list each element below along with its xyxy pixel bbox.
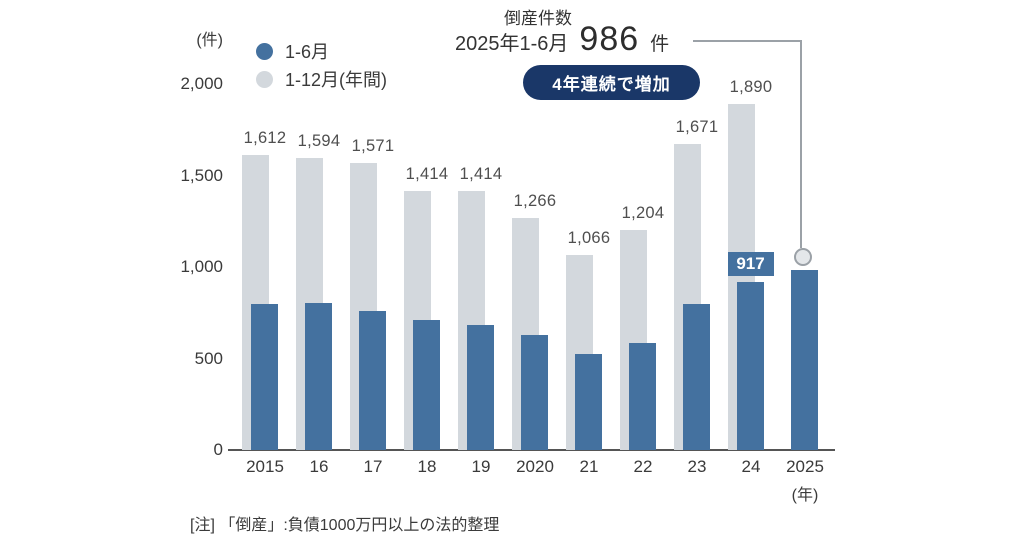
footnote: [注] 「倒産」:負債1000万円以上の法的整理 xyxy=(190,517,500,534)
callout-period: 2025年1-6月 xyxy=(455,33,569,55)
callout-endpoint-circle-icon xyxy=(794,248,812,266)
bar-value-label-17: 1,571 xyxy=(351,136,395,155)
x-tick-label-17: 17 xyxy=(363,457,383,476)
bar-value-label-19: 1,414 xyxy=(459,165,503,184)
callout-connector-horizontal xyxy=(693,40,802,42)
bar-value-label-18: 1,414 xyxy=(405,165,449,184)
x-tick-label-16: 16 xyxy=(309,457,329,476)
x-tick-label-24: 24 xyxy=(741,457,761,476)
callout-value: 986 xyxy=(579,20,640,58)
x-axis-year-suffix: (年) xyxy=(791,487,819,504)
bar-first-half-21 xyxy=(575,353,602,450)
y-tick-label: 500 xyxy=(194,348,223,368)
bar-value-label-2020: 1,266 xyxy=(513,192,557,211)
x-tick-label-19: 19 xyxy=(471,457,491,476)
callout-value-line: 2025年1-6月 986 件 xyxy=(455,20,669,59)
callout-connector-vertical xyxy=(800,40,802,248)
legend-item-first-half: 1-6月 xyxy=(256,38,329,64)
y-axis-unit-label: (件) xyxy=(196,32,223,49)
y-tick-label: 1,500 xyxy=(180,165,223,185)
bar-first-half-24 xyxy=(737,282,764,450)
bar-first-half-23 xyxy=(683,303,710,450)
callout-unit: 件 xyxy=(650,34,670,55)
bar-first-half-19 xyxy=(467,324,494,450)
callout-title: 倒産件数 xyxy=(504,9,572,28)
x-tick-label-22: 22 xyxy=(633,457,653,476)
y-tick-label: 0 xyxy=(213,440,223,459)
bar-value-label-2015: 1,612 xyxy=(243,129,287,147)
x-tick-label-2015: 2015 xyxy=(246,457,284,476)
x-tick-label-2020: 2020 xyxy=(516,457,554,476)
x-tick-label-21: 21 xyxy=(579,457,599,476)
bar-first-half-17 xyxy=(359,310,386,450)
y-tick-label: 2,000 xyxy=(180,74,223,93)
legend-label-annual: 1-12月(年間) xyxy=(285,70,388,90)
bar-value-label-24: 1,890 xyxy=(729,78,773,97)
x-tick-label-18: 18 xyxy=(417,457,437,476)
x-tick-label-2025: 2025 xyxy=(786,457,824,476)
bar-value-label-22: 1,204 xyxy=(621,203,665,222)
bar-first-half-2025 xyxy=(791,269,818,450)
x-axis-line xyxy=(228,449,835,451)
x-tick-label-23: 23 xyxy=(687,457,707,476)
bar-first-half-2015 xyxy=(251,303,278,450)
bar-value-label-23: 1,671 xyxy=(675,118,719,137)
y-tick-label: 1,000 xyxy=(180,257,223,276)
bar-first-half-18 xyxy=(413,320,440,450)
bar-first-half-2020 xyxy=(521,334,548,450)
bar-value-label-16: 1,594 xyxy=(297,132,341,151)
legend-label-first-half: 1-6月 xyxy=(285,42,330,62)
bar-value-label-21: 1,066 xyxy=(567,228,611,247)
bar-first-half-16 xyxy=(305,302,332,450)
legend-dot-annual-icon xyxy=(256,70,273,88)
streak-badge: 4年連続で増加 xyxy=(523,65,700,100)
bar-first-half-22 xyxy=(629,342,656,450)
inline-value-chip: 917 xyxy=(727,252,774,277)
legend-item-annual: 1-12月(年間) xyxy=(256,66,387,92)
legend-dot-first-half-icon xyxy=(256,42,273,60)
